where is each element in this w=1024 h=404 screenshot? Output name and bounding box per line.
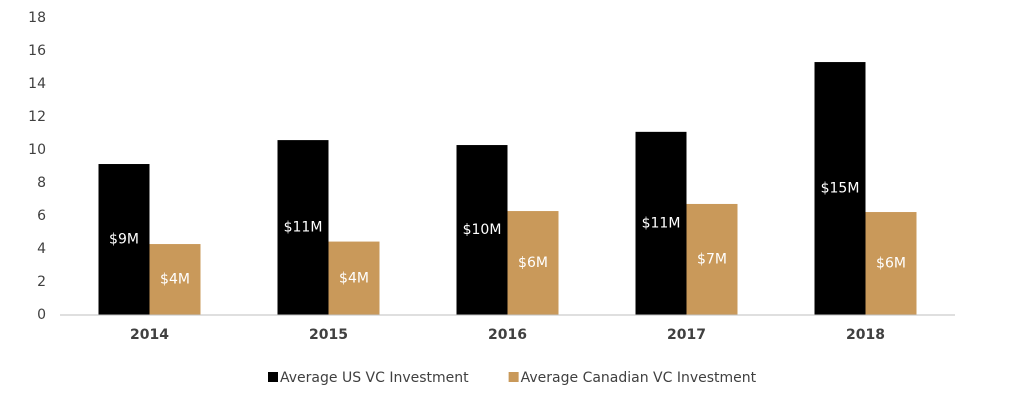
value-label: $10M — [463, 222, 502, 238]
y-tick-label: 8 — [37, 175, 46, 191]
legend-label: Average US VC Investment — [280, 370, 469, 386]
legend-swatch — [268, 372, 278, 382]
legend-swatch — [508, 372, 519, 382]
y-tick-label: 12 — [28, 109, 46, 125]
value-label: $7M — [697, 251, 727, 267]
bar — [814, 62, 866, 316]
legend-label: Average Canadian VC Investment — [521, 370, 757, 386]
y-tick-label: 18 — [28, 10, 46, 26]
y-tick-label: 2 — [37, 274, 46, 290]
bar — [865, 212, 917, 315]
y-tick-label: 16 — [28, 43, 46, 59]
x-tick-label: 2017 — [667, 327, 706, 343]
value-label: $4M — [160, 272, 190, 288]
value-label: $11M — [642, 215, 681, 231]
x-tick-label: 2018 — [846, 327, 885, 343]
y-tick-label: 4 — [37, 241, 46, 257]
x-tick-label: 2014 — [130, 327, 169, 343]
bar — [686, 203, 738, 315]
bar — [98, 164, 150, 315]
x-tick-label: 2015 — [309, 327, 348, 343]
y-tick-label: 10 — [28, 142, 46, 158]
bar — [507, 211, 559, 315]
bar — [635, 131, 687, 315]
bar — [277, 140, 329, 315]
y-tick-label: 0 — [37, 307, 46, 323]
y-tick-label: 14 — [28, 76, 46, 92]
y-tick-label: 6 — [37, 208, 46, 224]
x-tick-label: 2016 — [488, 327, 527, 343]
bar — [456, 145, 508, 315]
value-label: $15M — [821, 181, 860, 197]
bar — [328, 241, 380, 315]
value-label: $11M — [284, 220, 323, 236]
bar — [149, 244, 201, 315]
value-label: $6M — [518, 255, 548, 271]
value-label: $9M — [109, 232, 139, 248]
value-label: $4M — [339, 270, 369, 286]
value-label: $6M — [876, 256, 906, 272]
